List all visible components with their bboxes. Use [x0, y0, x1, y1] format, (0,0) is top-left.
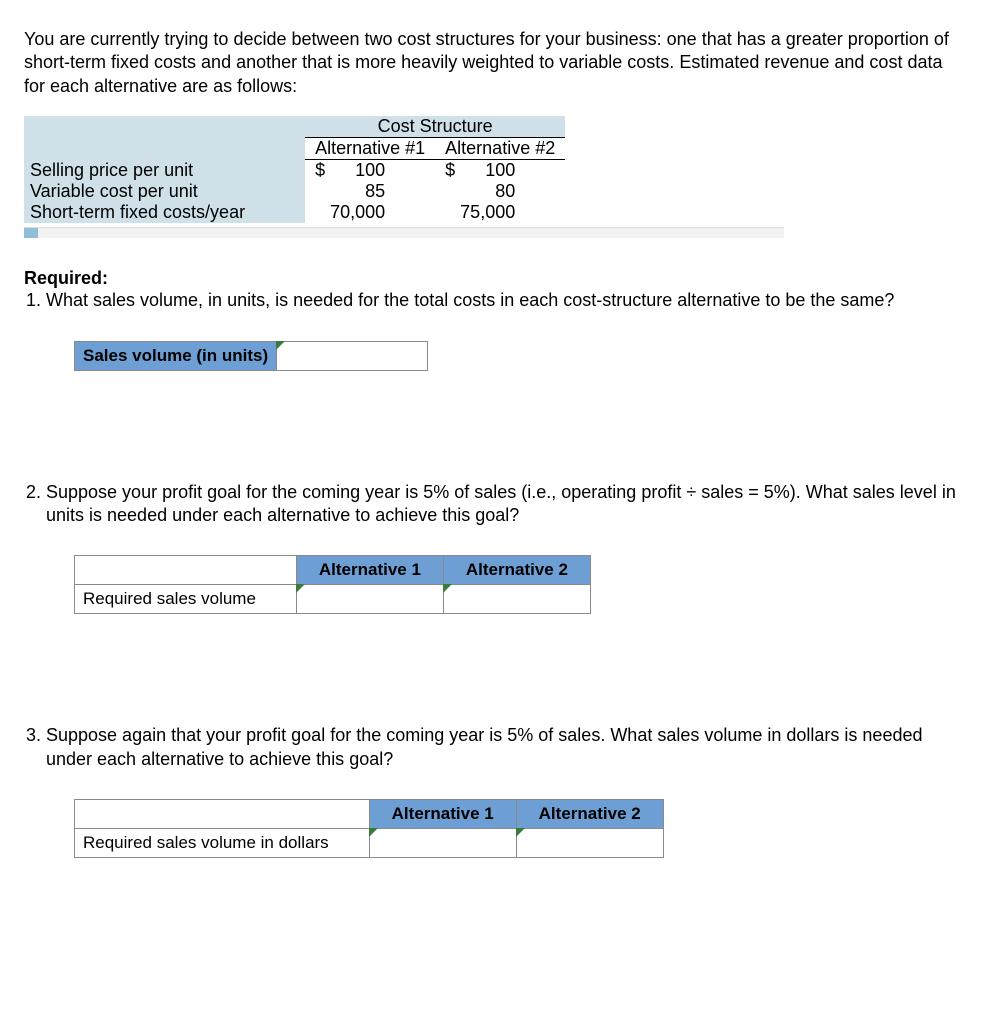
q3-row-label: Required sales volume in dollars — [75, 829, 370, 858]
cell-marker-icon — [296, 584, 305, 593]
blank-corner — [24, 116, 305, 138]
row2-alt1-prefix — [305, 202, 326, 223]
q1-answer-table: Sales volume (in units) — [74, 341, 428, 371]
cell-marker-icon — [516, 828, 525, 837]
q2-alt2-cell[interactable] — [443, 585, 590, 614]
col-header-alt1: Alternative #1 — [305, 138, 435, 160]
row2-alt1: 70,000 — [326, 202, 435, 223]
row2-alt2-prefix — [435, 202, 456, 223]
row1-alt2: 80 — [456, 181, 565, 202]
q1-input[interactable] — [277, 342, 427, 370]
q2-alt1-input[interactable] — [297, 585, 443, 613]
q3-blank — [75, 800, 370, 829]
q1-text: What sales volume, in units, is needed f… — [46, 289, 959, 312]
q3-alt1-input[interactable] — [370, 829, 516, 857]
row-label-0: Selling price per unit — [24, 160, 305, 182]
cost-structure-table: Cost Structure Alternative #1 Alternativ… — [24, 116, 565, 223]
q3-alt2-cell[interactable] — [516, 829, 663, 858]
q3-col-alt1: Alternative 1 — [369, 800, 516, 829]
row0-alt1-prefix: $ — [305, 160, 326, 182]
q1-input-cell[interactable] — [277, 341, 428, 370]
row0-alt2-prefix: $ — [435, 160, 456, 182]
q2-text: Suppose your profit goal for the coming … — [46, 481, 959, 528]
col-header-alt2: Alternative #2 — [435, 138, 565, 160]
q3-alt1-cell[interactable] — [369, 829, 516, 858]
required-heading: Required: — [24, 268, 959, 289]
cell-marker-icon — [443, 584, 452, 593]
cost-structure-title: Cost Structure — [305, 116, 565, 138]
row2-alt2: 75,000 — [456, 202, 565, 223]
blank-corner-2 — [24, 138, 305, 160]
row-label-1: Variable cost per unit — [24, 181, 305, 202]
q2-answer-table: Alternative 1 Alternative 2 Required sal… — [74, 555, 591, 614]
q2-row-label: Required sales volume — [75, 585, 297, 614]
q3-text: Suppose again that your profit goal for … — [46, 724, 959, 771]
q3-col-alt2: Alternative 2 — [516, 800, 663, 829]
q2-alt1-cell[interactable] — [296, 585, 443, 614]
q1-row-label: Sales volume (in units) — [75, 341, 277, 370]
q2-col-alt1: Alternative 1 — [296, 556, 443, 585]
q3-alt2-input[interactable] — [517, 829, 663, 857]
q2-col-alt2: Alternative 2 — [443, 556, 590, 585]
row0-alt1: 100 — [326, 160, 435, 182]
q2-alt2-input[interactable] — [444, 585, 590, 613]
row1-alt1: 85 — [326, 181, 435, 202]
q2-blank — [75, 556, 297, 585]
row0-alt2: 100 — [456, 160, 565, 182]
row1-alt2-prefix — [435, 181, 456, 202]
row-label-2: Short-term fixed costs/year — [24, 202, 305, 223]
cell-marker-icon — [369, 828, 378, 837]
q3-answer-table: Alternative 1 Alternative 2 Required sal… — [74, 799, 664, 858]
table-scrollbar[interactable] — [24, 227, 784, 238]
cell-marker-icon — [276, 341, 285, 350]
row1-alt1-prefix — [305, 181, 326, 202]
intro-text: You are currently trying to decide betwe… — [24, 28, 959, 98]
